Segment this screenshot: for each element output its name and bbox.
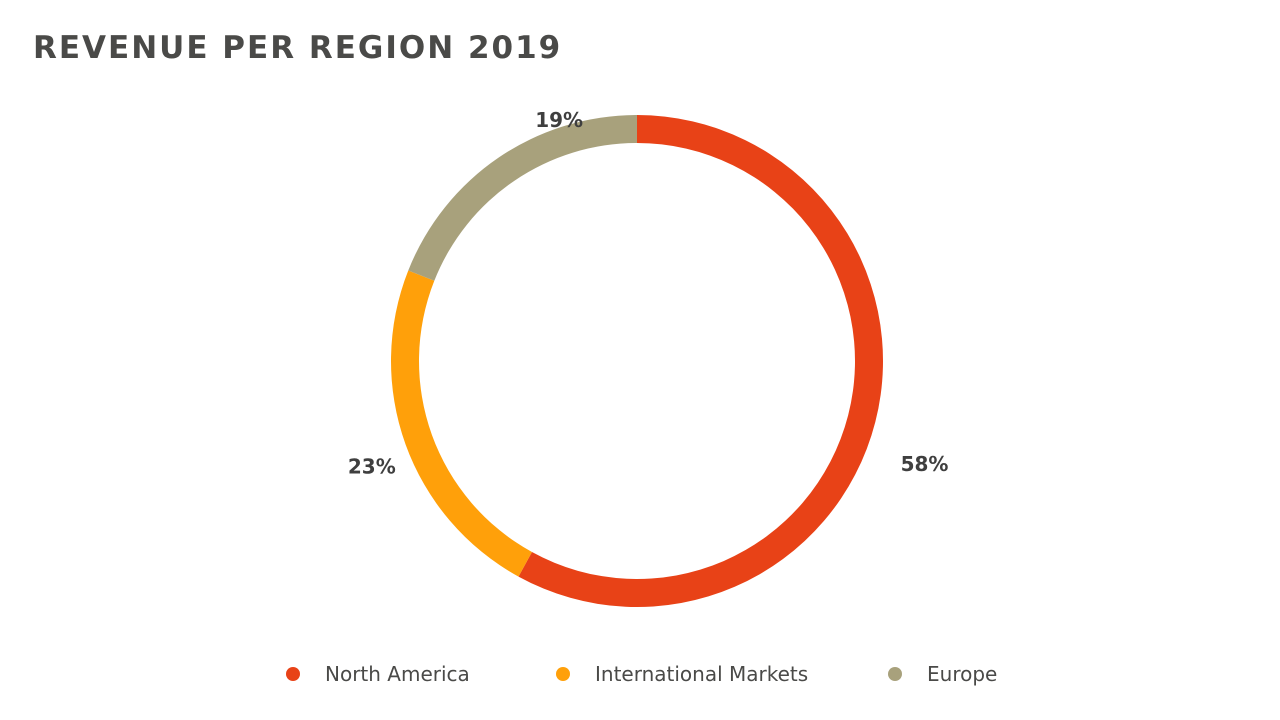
legend-swatch — [556, 667, 570, 681]
donut-slice-international-markets — [391, 270, 532, 577]
legend-item-north-america: North America — [286, 660, 470, 688]
legend-item-europe: Europe — [888, 660, 997, 688]
legend-item-international-markets: International Markets — [556, 660, 808, 688]
chart-title: REVENUE PER REGION 2019 — [33, 30, 563, 66]
data-label-international-markets: 23% — [348, 455, 396, 479]
data-label-europe: 19% — [535, 108, 583, 132]
legend-swatch — [286, 667, 300, 681]
legend-label: North America — [325, 662, 470, 686]
legend-swatch — [888, 667, 902, 681]
data-label-north-america: 58% — [901, 452, 949, 476]
legend-label: Europe — [927, 662, 998, 686]
donut-slice-europe — [408, 115, 637, 281]
donut-slice-north-america — [518, 115, 883, 607]
legend-label: International Markets — [595, 662, 809, 686]
